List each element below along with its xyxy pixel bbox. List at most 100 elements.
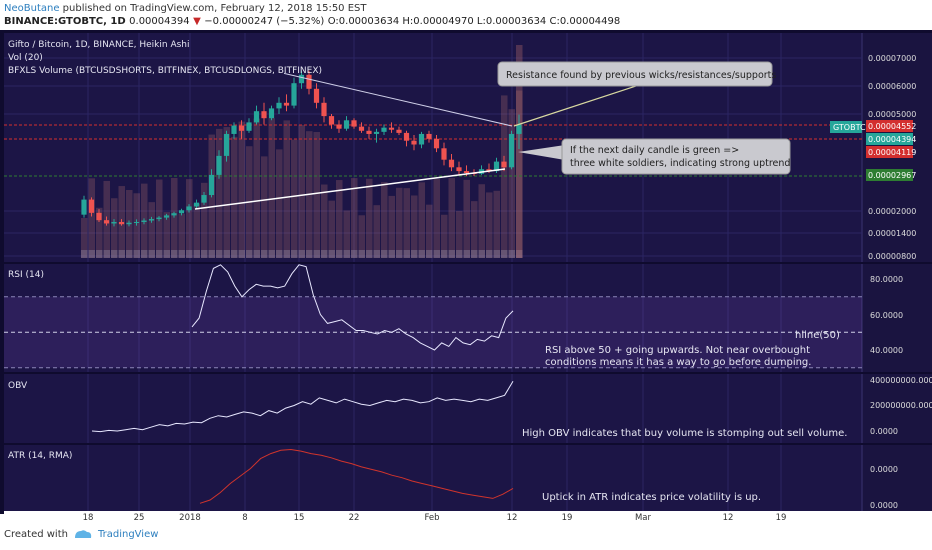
volume-bar bbox=[373, 205, 380, 258]
rsi-line bbox=[191, 264, 514, 351]
y-tick-label: 0.00001400 bbox=[868, 229, 916, 238]
annotation-soldiers-text: If the next daily candle is green => bbox=[570, 145, 739, 156]
volume-bar bbox=[268, 118, 275, 258]
candle-body bbox=[133, 222, 140, 223]
volume-bar bbox=[471, 201, 478, 258]
price-label-background bbox=[866, 146, 913, 158]
bfxls-volume-bar bbox=[313, 250, 320, 258]
bfxls-volume-bar bbox=[501, 250, 508, 258]
bfxls-volume-bar bbox=[178, 250, 185, 258]
candle-body bbox=[246, 122, 252, 131]
x-tick-label: 15 bbox=[294, 513, 305, 523]
bfxls-volume-bar bbox=[268, 250, 275, 258]
volume-bar bbox=[201, 182, 208, 258]
price-label-text: 0.00004119 bbox=[868, 148, 916, 157]
rsi-annotation-text: RSI above 50 + going upwards. Not near o… bbox=[545, 345, 810, 356]
volume-bar bbox=[501, 95, 508, 258]
bfxls-volume-bar bbox=[471, 250, 478, 258]
x-tick-label: 12 bbox=[507, 513, 518, 523]
candle-body bbox=[441, 148, 447, 160]
y-tick-label: 40.0000 bbox=[870, 346, 903, 355]
x-tick-label: Feb bbox=[424, 513, 439, 523]
x-tick-label: 19 bbox=[776, 513, 787, 523]
bfxls-volume-bar bbox=[246, 250, 253, 258]
y-tick-label: 60.0000 bbox=[870, 311, 903, 320]
candle-body bbox=[126, 222, 132, 225]
atr-title: ATR (14, RMA) bbox=[8, 451, 72, 461]
candle-body bbox=[186, 206, 192, 211]
bfxls-volume-bar bbox=[171, 250, 178, 258]
price-axis-background bbox=[862, 264, 932, 372]
volume-bar bbox=[381, 182, 388, 258]
y-tick-label: 0.0000 bbox=[870, 465, 898, 474]
rsi-title: RSI (14) bbox=[8, 270, 44, 280]
y-tick-label: 0.00002000 bbox=[868, 207, 916, 216]
bfxls-volume-bar bbox=[381, 250, 388, 258]
candle-body bbox=[81, 199, 87, 215]
candle-body bbox=[411, 140, 417, 145]
bfxls-volume-bar bbox=[478, 250, 485, 258]
volume-bar bbox=[411, 195, 418, 258]
candle-body bbox=[163, 215, 170, 218]
bfxls-volume-bar bbox=[96, 250, 103, 258]
bfxls-volume-bar bbox=[223, 250, 230, 258]
volume-bar bbox=[171, 178, 178, 258]
candle-body bbox=[268, 108, 275, 119]
x-tick-label: Mar bbox=[635, 513, 652, 523]
candle-body bbox=[238, 125, 245, 131]
obv-title: OBV bbox=[8, 381, 28, 391]
candle-body bbox=[456, 167, 462, 172]
candle-body bbox=[366, 130, 372, 134]
volume-bar bbox=[396, 187, 403, 258]
y-tick-label: 0.00000800 bbox=[868, 252, 916, 261]
candle-body bbox=[208, 174, 215, 196]
price-label-text: 0.00004552 bbox=[868, 122, 916, 131]
volume-bar bbox=[178, 213, 185, 258]
candle-body bbox=[118, 222, 125, 225]
volume-bar bbox=[298, 125, 305, 258]
y-tick-label: 0.00006000 bbox=[868, 82, 916, 91]
bfxls-volume-bar bbox=[216, 250, 223, 258]
candle-body bbox=[88, 199, 95, 213]
candle-body bbox=[433, 138, 440, 149]
volume-bar bbox=[463, 179, 470, 258]
volume-bar bbox=[418, 182, 425, 258]
tradingview-link[interactable]: TradingView bbox=[97, 528, 159, 540]
obv-line bbox=[91, 381, 514, 433]
bfxls-volume-bar bbox=[351, 250, 358, 258]
bfxls-volume-bar bbox=[366, 250, 373, 258]
bfxls-volume-bar bbox=[433, 250, 440, 258]
price-label-background bbox=[866, 169, 913, 181]
bfxls-volume-bar bbox=[231, 250, 238, 258]
candle-body bbox=[306, 74, 312, 89]
bfxls-volume-bar bbox=[148, 250, 155, 258]
volume-bar bbox=[358, 215, 365, 258]
candle-body bbox=[231, 125, 237, 134]
x-tick-label: 22 bbox=[349, 513, 360, 523]
candle-body bbox=[501, 161, 507, 168]
y-tick-label: 0.0000 bbox=[870, 427, 898, 436]
bfxls-volume-bar bbox=[283, 250, 290, 258]
candle-body bbox=[381, 127, 387, 132]
y-tick-label: 0.00007000 bbox=[868, 54, 916, 63]
volume-bar bbox=[426, 204, 433, 258]
volume-bar bbox=[163, 212, 170, 258]
price-label-text: 0.00004394 bbox=[868, 135, 916, 144]
bfxls-volume-bar bbox=[111, 250, 118, 258]
price-label-background bbox=[866, 120, 913, 132]
author-link[interactable]: NeoButane bbox=[4, 3, 60, 14]
callout-pointer bbox=[518, 145, 565, 160]
volume-bar bbox=[433, 178, 440, 258]
volume-bar bbox=[321, 184, 328, 258]
bfxls-volume-bar bbox=[133, 250, 140, 258]
candle-body bbox=[156, 217, 162, 220]
y-tick-label: 0.0000 bbox=[870, 501, 898, 510]
legend-series-title: Gifto / Bitcoin, 1D, BINANCE, Heikin Ash… bbox=[8, 40, 190, 50]
publish-header: NeoButane published on TradingView.com, … bbox=[4, 3, 367, 14]
candle-body bbox=[201, 195, 207, 203]
candle-body bbox=[486, 169, 492, 172]
bfxls-volume-bar bbox=[156, 250, 163, 258]
candle-body bbox=[171, 213, 177, 216]
symbol-header: BINANCE:GTOBTC, 1D 0.00004394 ▼ −0.00000… bbox=[4, 16, 620, 27]
